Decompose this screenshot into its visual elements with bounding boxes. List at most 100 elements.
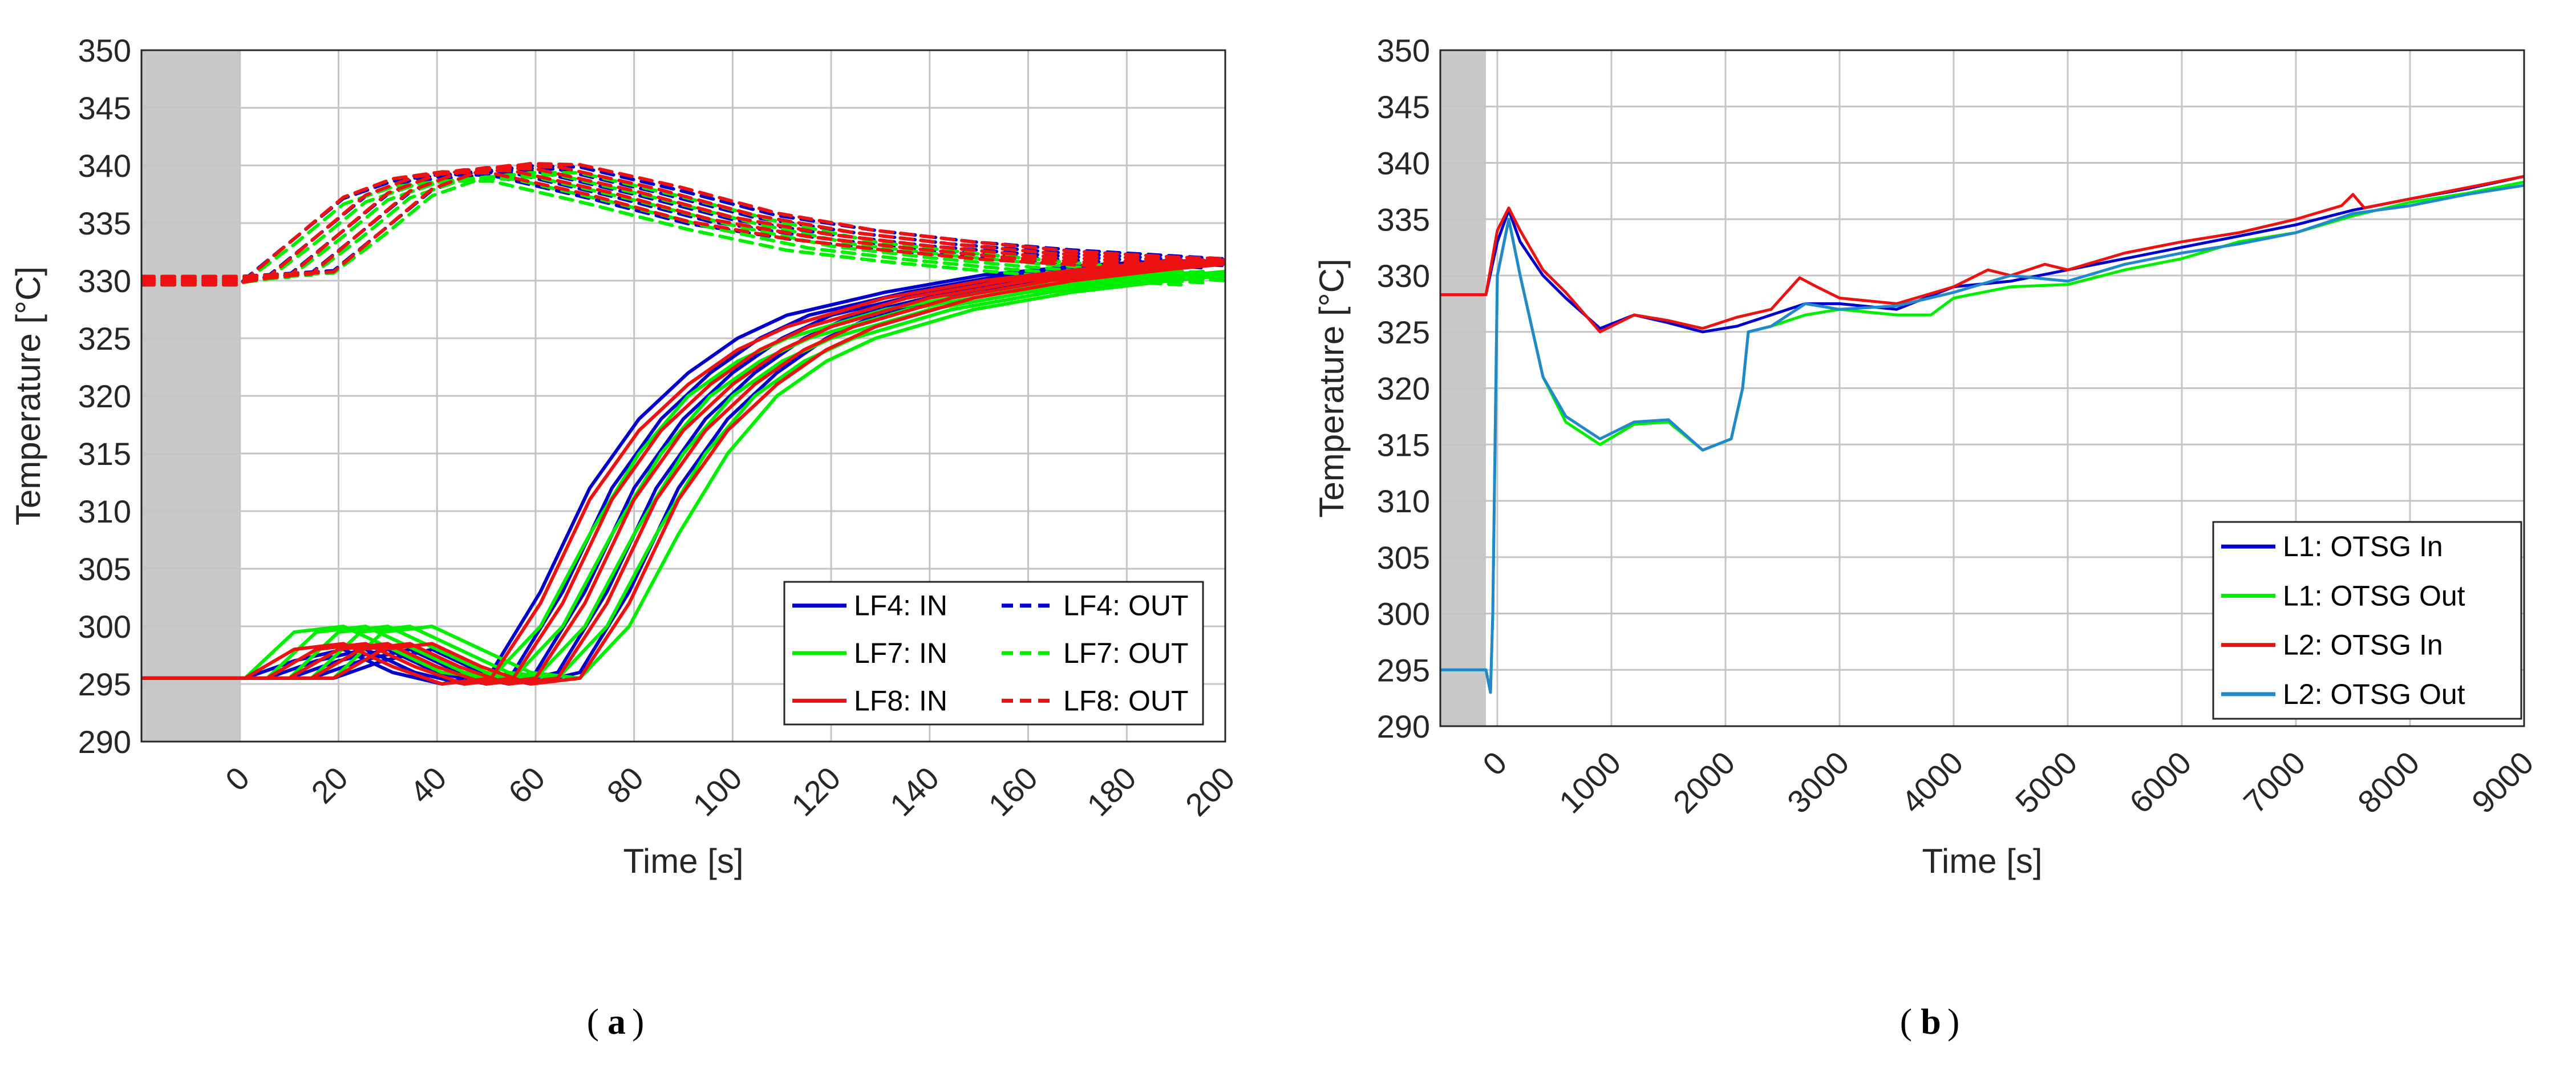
series-line-lf8-in bbox=[141, 262, 1225, 686]
legend-label-lf8-out: LF8: OUT bbox=[1063, 685, 1188, 716]
chart-b-x-tick-label: 0 bbox=[1476, 744, 1514, 783]
chart-b-y-tick-label: 325 bbox=[1377, 314, 1430, 350]
svg-text:(: ( bbox=[1900, 1001, 1912, 1042]
chart-b-x-tick-label: 2000 bbox=[1666, 744, 1742, 820]
series-line-lf7-in bbox=[141, 272, 1225, 680]
chart-a-y-tick-label: 320 bbox=[78, 378, 131, 414]
svg-text:): ) bbox=[632, 1001, 644, 1042]
chart-a-y-tick-label: 315 bbox=[78, 436, 131, 472]
chart-b-y-tick-label: 290 bbox=[1377, 708, 1430, 744]
chart-a-y-tick-label: 300 bbox=[78, 609, 131, 645]
chart-a-x-tick-label: 80 bbox=[600, 760, 651, 811]
caption-a-letter: a bbox=[607, 1001, 626, 1042]
chart-b-y-tick-label: 345 bbox=[1377, 89, 1430, 125]
chart-a-legend-box bbox=[783, 581, 1204, 726]
chart-a-x-axis-label: Time [s] bbox=[623, 842, 743, 880]
chart-a-x-tick-label: 100 bbox=[686, 760, 749, 823]
chart-b-x-tick-label: 8000 bbox=[2351, 744, 2427, 820]
chart-b-x-tick-label: 6000 bbox=[2123, 744, 2198, 820]
chart-a-x-tick-label: 60 bbox=[501, 760, 552, 811]
chart-a-x-tick-label: 140 bbox=[883, 760, 946, 823]
chart-b-y-tick-label: 350 bbox=[1377, 33, 1430, 68]
legend-label-lf8-in: LF8: IN bbox=[854, 685, 947, 716]
chart-b-x-tick-label: 1000 bbox=[1552, 744, 1628, 820]
chart-b-axes-box bbox=[1439, 49, 2525, 727]
series-line-lf4-in bbox=[141, 258, 1183, 686]
chart-b-y-axis-label: Temperature [°C] bbox=[1313, 258, 1351, 517]
series-line-l2-otsg-out bbox=[1440, 184, 2524, 694]
series-line-lf8-out bbox=[141, 166, 1225, 282]
caption-b-letter: b bbox=[1921, 1001, 1941, 1042]
chart-a-x-tick-label: 20 bbox=[304, 760, 355, 811]
chart-a-y-tick-label: 335 bbox=[78, 205, 131, 241]
chart-a-y-tick-label: 310 bbox=[78, 493, 131, 529]
chart-b-y-tick-label: 315 bbox=[1377, 427, 1430, 463]
chart-b-legend: L1: OTSG In L1: OTSG Out L2: OTSG In L2: OT… bbox=[2212, 521, 2522, 720]
chart-a-x-tick-label: 0 bbox=[218, 760, 257, 798]
legend-label-lf4-in: LF4: IN bbox=[854, 590, 947, 622]
legend-label-l2-otsg-out: L2: OTSG Out bbox=[2283, 678, 2465, 710]
chart-a-y-tick-label: 295 bbox=[78, 666, 131, 702]
series-line-lf7-out bbox=[141, 179, 1183, 287]
chart-panel-a: 290 295 300 305 310 315 320 325 330 335 340 345 350 0… bbox=[9, 33, 1242, 880]
chart-b-series-group bbox=[1440, 175, 2524, 694]
chart-b-y-tick-label: 300 bbox=[1377, 596, 1430, 632]
chart-a-y-tick-label: 340 bbox=[78, 148, 131, 184]
chart-a-axes-box bbox=[140, 49, 1226, 743]
svg-text:(: ( bbox=[587, 1001, 599, 1042]
chart-b-x-tick-label: 5000 bbox=[2008, 744, 2084, 820]
chart-a-y-tick-label: 345 bbox=[78, 90, 131, 126]
series-line-lf8-in bbox=[141, 258, 1183, 686]
chart-b-y-tick-label: 295 bbox=[1377, 652, 1430, 688]
series-line-lf7-out bbox=[141, 177, 1205, 285]
chart-a-x-tick-label: 40 bbox=[403, 760, 453, 811]
series-line-lf7-out bbox=[141, 173, 1225, 281]
chart-a-x-tick-label: 180 bbox=[1080, 760, 1143, 823]
chart-a-y-tick-label: 305 bbox=[78, 551, 131, 587]
series-line-lf8-out bbox=[141, 161, 1225, 278]
series-line-lf7-out bbox=[141, 175, 1225, 282]
chart-a-x-tick-label: 200 bbox=[1178, 760, 1242, 823]
legend-label-lf7-in: LF7: IN bbox=[854, 637, 947, 669]
legend-label-lf7-out: LF7: OUT bbox=[1063, 637, 1188, 669]
caption-b: ( b ) bbox=[1900, 1001, 1960, 1042]
series-line-lf7-out bbox=[141, 171, 1225, 278]
series-line-lf8-out bbox=[141, 170, 1183, 287]
chart-a-y-tick-label: 330 bbox=[78, 263, 131, 299]
chart-a-y-tick-label: 325 bbox=[78, 321, 131, 357]
chart-a-x-tick-label: 160 bbox=[981, 760, 1044, 823]
chart-b-y-tick-label: 305 bbox=[1377, 540, 1430, 576]
chart-panel-b: 290 295 300 305 310 315 320 325 330 335 340 345 350 0… bbox=[1313, 33, 2540, 880]
chart-b-x-tick-label: 9000 bbox=[2465, 744, 2541, 820]
legend-label-l1-otsg-out: L1: OTSG Out bbox=[2283, 580, 2465, 612]
chart-a-y-axis-label: Temperature [°C] bbox=[9, 266, 47, 525]
legend-label-lf4-out: LF4: OUT bbox=[1063, 590, 1188, 622]
legend-label-l1-otsg-in: L1: OTSG In bbox=[2283, 531, 2443, 562]
chart-b-x-tick-label: 4000 bbox=[1894, 744, 1970, 820]
caption-a: ( a ) bbox=[587, 1001, 645, 1042]
series-line-lf8-in bbox=[141, 258, 1205, 686]
series-line-l2-otsg-in bbox=[1440, 175, 2524, 334]
series-line-lf8-in bbox=[141, 258, 1225, 686]
chart-b-y-tick-label: 340 bbox=[1377, 145, 1430, 181]
chart-b-legend-box bbox=[2212, 521, 2522, 720]
chart-a-y-tick-label: 350 bbox=[78, 33, 131, 68]
chart-b-x-axis-label: Time [s] bbox=[1922, 842, 2042, 880]
series-line-lf8-in bbox=[141, 260, 1225, 686]
svg-text:): ) bbox=[1947, 1001, 1959, 1042]
chart-b-y-tick-label: 320 bbox=[1377, 371, 1430, 407]
series-line-lf8-out bbox=[141, 164, 1225, 281]
chart-a-legend: LF4: IN LF4: OUT LF7: IN LF7: OUT LF8: IN LF8… bbox=[783, 581, 1204, 726]
chart-b-y-tick-label: 310 bbox=[1377, 483, 1430, 519]
chart-b-x-tick-label: 3000 bbox=[1780, 744, 1856, 820]
chart-b-y-tick-label: 330 bbox=[1377, 258, 1430, 294]
chart-a-x-tick-label: 120 bbox=[784, 760, 848, 823]
chart-b-x-tick-label: 7000 bbox=[2237, 744, 2312, 820]
chart-b-y-tick-label: 335 bbox=[1377, 201, 1430, 237]
series-line-lf7-in bbox=[141, 274, 1225, 680]
chart-a-y-tick-label: 290 bbox=[78, 724, 131, 760]
chart-a-series-group bbox=[141, 161, 1225, 686]
legend-label-l2-otsg-in: L2: OTSG In bbox=[2283, 629, 2443, 661]
series-line-lf8-out bbox=[141, 168, 1205, 285]
